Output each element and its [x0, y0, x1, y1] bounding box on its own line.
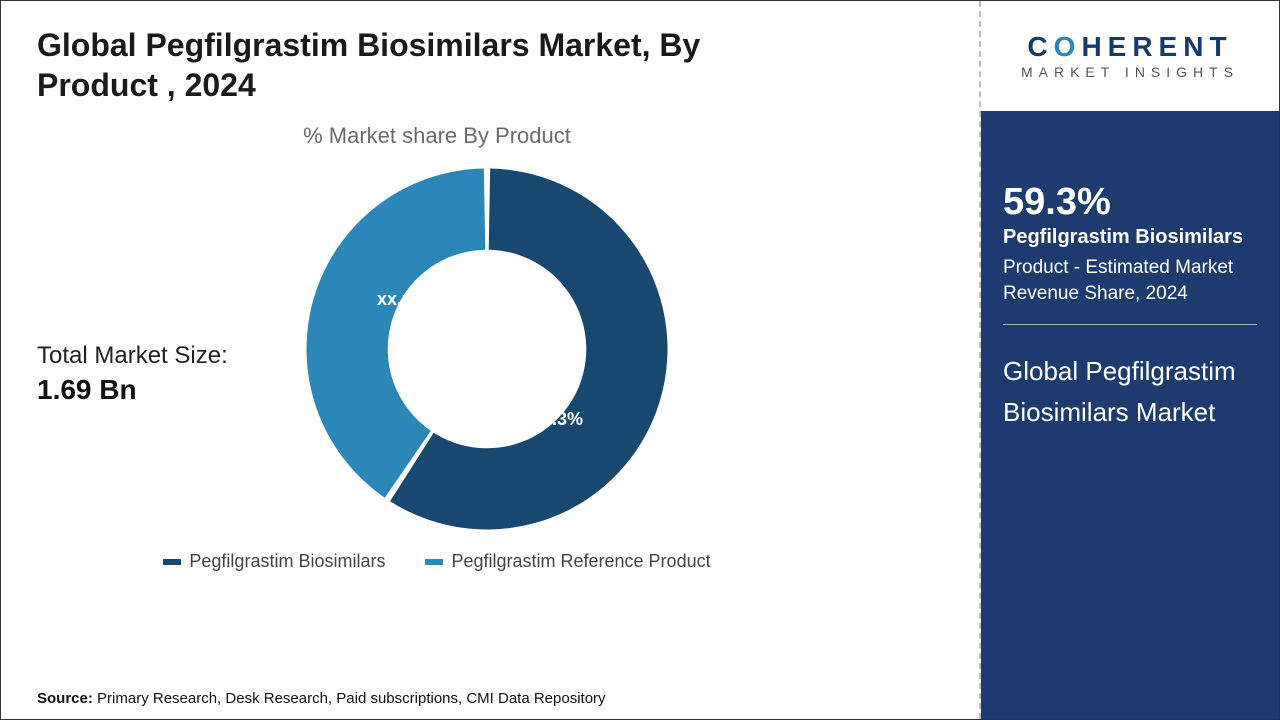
source-prefix: Source: [37, 690, 93, 707]
legend-label-0: Pegfilgrastim Biosimilars [189, 551, 385, 572]
source-line: Source: Primary Research, Desk Research,… [37, 690, 606, 707]
logo-pre: C [1027, 31, 1053, 62]
logo-post: HERENT [1081, 31, 1232, 62]
legend-swatch-0 [163, 559, 181, 565]
legend-label-1: Pegfilgrastim Reference Product [451, 551, 710, 572]
chart-title: Global Pegfilgrastim Biosimilars Market,… [37, 25, 757, 105]
total-value: 1.69 Bn [37, 374, 297, 406]
side-column: COHERENT MARKET INSIGHTS 59.3% Pegfilgra… [979, 1, 1279, 719]
infographic-frame: Global Pegfilgrastim Biosimilars Market,… [0, 0, 1280, 720]
donut-svg [297, 159, 677, 539]
legend: Pegfilgrastim Biosimilars Pegfilgrastim … [157, 551, 717, 572]
chart-subtitle: % Market share By Product [177, 123, 697, 149]
stat-percent: 59.3% [1003, 181, 1257, 224]
slice-label-1: xx.x% [377, 289, 428, 310]
stat-description: Product - Estimated Market Revenue Share… [1003, 255, 1257, 306]
panel-divider [1003, 324, 1257, 325]
brand-logo: COHERENT MARKET INSIGHTS [981, 1, 1279, 111]
logo-subline: MARKET INSIGHTS [1021, 65, 1239, 79]
source-text: Primary Research, Desk Research, Paid su… [97, 690, 606, 707]
stat-panel: 59.3% Pegfilgrastim Biosimilars Product … [981, 111, 1279, 719]
total-label: Total Market Size: [37, 342, 297, 370]
legend-swatch-1 [425, 559, 443, 565]
logo-accent-o: O [1054, 31, 1082, 62]
stat-name: Pegfilgrastim Biosimilars [1003, 226, 1257, 249]
legend-item-0: Pegfilgrastim Biosimilars [163, 551, 385, 572]
market-name: Global Pegfilgrastim Biosimilars Market [1003, 351, 1257, 432]
logo-wordmark: COHERENT [1021, 33, 1239, 61]
chart-row: Total Market Size: 1.69 Bn 59.3% xx.x% [37, 159, 959, 539]
total-market-size: Total Market Size: 1.69 Bn [37, 292, 297, 406]
main-area: Global Pegfilgrastim Biosimilars Market,… [1, 1, 979, 719]
slice-label-0: 59.3% [532, 409, 583, 430]
donut-chart: 59.3% xx.x% [297, 159, 677, 539]
logo-inner: COHERENT MARKET INSIGHTS [1021, 33, 1239, 79]
legend-item-1: Pegfilgrastim Reference Product [425, 551, 710, 572]
